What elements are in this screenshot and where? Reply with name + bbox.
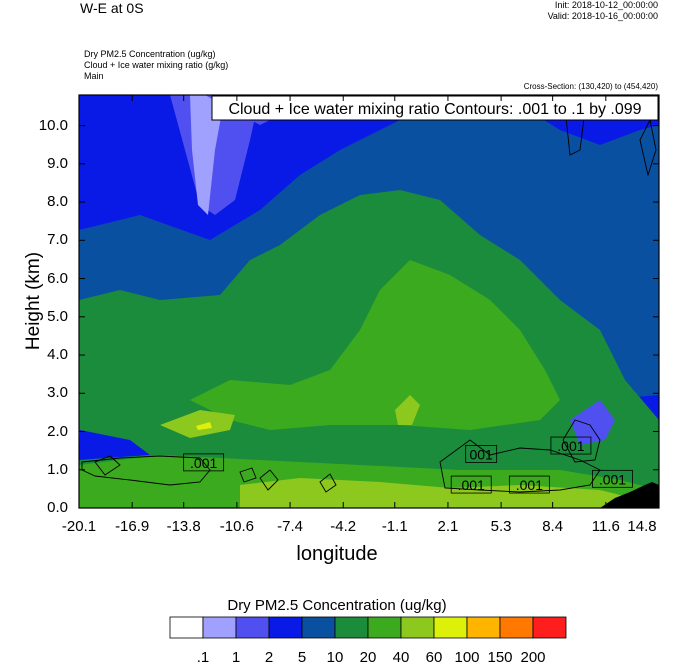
colorbar-swatch xyxy=(466,616,501,639)
colorbar-swatch xyxy=(499,616,534,639)
y-tick-label: 3.0 xyxy=(47,384,68,402)
contour-label-box xyxy=(592,469,633,488)
colorbar-swatch xyxy=(268,616,303,639)
x-tick-label: -7.4 xyxy=(277,518,303,535)
x-tick-label: -4.2 xyxy=(330,518,357,535)
y-tick-marks xyxy=(79,125,659,509)
band-40-60-mid xyxy=(190,260,560,430)
x-tick-label: 2.1 xyxy=(437,518,459,535)
colorbar-level-label: 100 xyxy=(454,649,480,666)
contour-info-box xyxy=(211,95,659,121)
contour-small-3 xyxy=(239,467,257,483)
contour-label: .001 xyxy=(599,471,626,487)
colorbar-swatch xyxy=(433,616,468,639)
contour-labels: .001 001 .001 .001 .001 .001 xyxy=(183,436,633,494)
contour-small-1 xyxy=(259,469,279,491)
contour-label: 001 xyxy=(469,446,493,462)
x-tick-marks xyxy=(78,95,660,508)
contour-left-inner xyxy=(94,455,121,476)
y-tick-label: 5.0 xyxy=(47,307,68,325)
band-100-150-spot xyxy=(196,422,212,430)
contour-label: .001 xyxy=(458,477,485,493)
colorbar-level-label: 40 xyxy=(392,649,410,666)
colorbar-level-label: 20 xyxy=(359,649,377,666)
colorbar-swatch xyxy=(235,616,270,639)
terrain xyxy=(600,482,659,508)
band-5-10-lower-left xyxy=(79,430,150,460)
colorbar-swatch xyxy=(532,616,567,639)
colorbar-level-label: 60 xyxy=(425,649,443,666)
colorbar-swatch xyxy=(367,616,402,639)
plot-title: W-E at 0S xyxy=(80,0,144,16)
x-tick-label: -1.1 xyxy=(381,518,408,535)
contour-label: .001 xyxy=(190,455,217,471)
plot-frame xyxy=(78,94,660,509)
y-tick-label: 7.0 xyxy=(47,231,68,249)
contour-top-right-2 xyxy=(639,118,657,177)
colorbar-swatch xyxy=(400,616,435,639)
colorbar-swatch xyxy=(334,616,369,639)
band-60-100-mid xyxy=(395,395,420,425)
y-tick-label: 1.0 xyxy=(47,460,68,478)
band-1-2-upper-left xyxy=(190,95,225,215)
contour-label-box xyxy=(550,436,592,455)
y-tick-label: 9.0 xyxy=(47,154,68,172)
colorbar-level-label: 1 xyxy=(231,649,241,666)
cross-section-label: Cross-Section: (130,420) to (454,420) xyxy=(523,82,658,91)
contour-label-box xyxy=(465,445,498,463)
colorbar-level-label: 200 xyxy=(520,649,546,666)
contour-label: .001 xyxy=(557,438,584,454)
field-descriptions: Dry PM2.5 Concentration (ug/kg) Cloud + … xyxy=(84,49,228,82)
y-tick-label: 8.0 xyxy=(47,193,68,211)
contour-label-box xyxy=(508,475,550,494)
colorbar-title: Dry PM2.5 Concentration (ug/kg) xyxy=(227,597,447,614)
contour-label-box xyxy=(450,475,492,494)
x-axis-label: longitude xyxy=(296,543,378,565)
colorbar-swatch xyxy=(301,616,336,639)
field-line-cloud: Cloud + Ice water mixing ratio (g/kg) xyxy=(84,60,229,70)
band-2-5-lower-right xyxy=(570,400,615,445)
init-valid-times: Init: 2018-10-12_00:00:00 Valid: 2018-10… xyxy=(548,0,658,22)
x-tick-label: 14.8 xyxy=(627,518,657,535)
y-tick-label: 0.0 xyxy=(47,499,68,516)
filled-contours xyxy=(79,95,659,508)
colorbar-level-label: 2 xyxy=(264,649,274,666)
x-tick-label: -16.9 xyxy=(115,518,150,535)
colorbar-level-label: .1 xyxy=(196,649,210,666)
field-line-pm25: Dry PM2.5 Concentration (ug/kg) xyxy=(84,49,216,59)
contour-right-upper xyxy=(562,419,601,463)
field-line-main: Main xyxy=(84,71,104,81)
colorbar-level-label: 150 xyxy=(487,649,513,666)
x-tick-label: 5.3 xyxy=(490,518,512,535)
x-tick-label: 8.4 xyxy=(542,518,564,535)
x-tick-label: 11.6 xyxy=(591,518,620,535)
contour-label-box xyxy=(183,453,225,472)
colorbar-level-label: 10 xyxy=(326,649,344,666)
y-tick-label: 2.0 xyxy=(47,422,68,440)
colorbar-swatch xyxy=(202,616,237,639)
colorbar xyxy=(169,616,567,639)
contour-info-text: Cloud + Ice water mixing ratio Contours:… xyxy=(228,101,641,118)
y-tick-label: 6.0 xyxy=(47,269,68,287)
y-tick-label: 4.0 xyxy=(47,346,68,364)
band-60-100-left xyxy=(160,410,235,438)
y-tick-label: 10.0 xyxy=(38,116,68,134)
init-time: Init: 2018-10-12_00:00:00 xyxy=(554,0,658,10)
colorbar-level-label: 5 xyxy=(297,649,307,666)
band-60-100-low xyxy=(240,478,640,508)
valid-time: Valid: 2018-10-16_00:00:00 xyxy=(547,11,658,21)
contour-label: .001 xyxy=(516,477,543,493)
x-tick-label: -13.8 xyxy=(166,518,201,535)
x-tick-label: -20.1 xyxy=(61,518,97,535)
colorbar-swatch xyxy=(169,616,204,639)
contour-small-2 xyxy=(319,473,337,493)
x-tick-label: -10.6 xyxy=(219,518,254,535)
contour-left xyxy=(81,455,211,486)
